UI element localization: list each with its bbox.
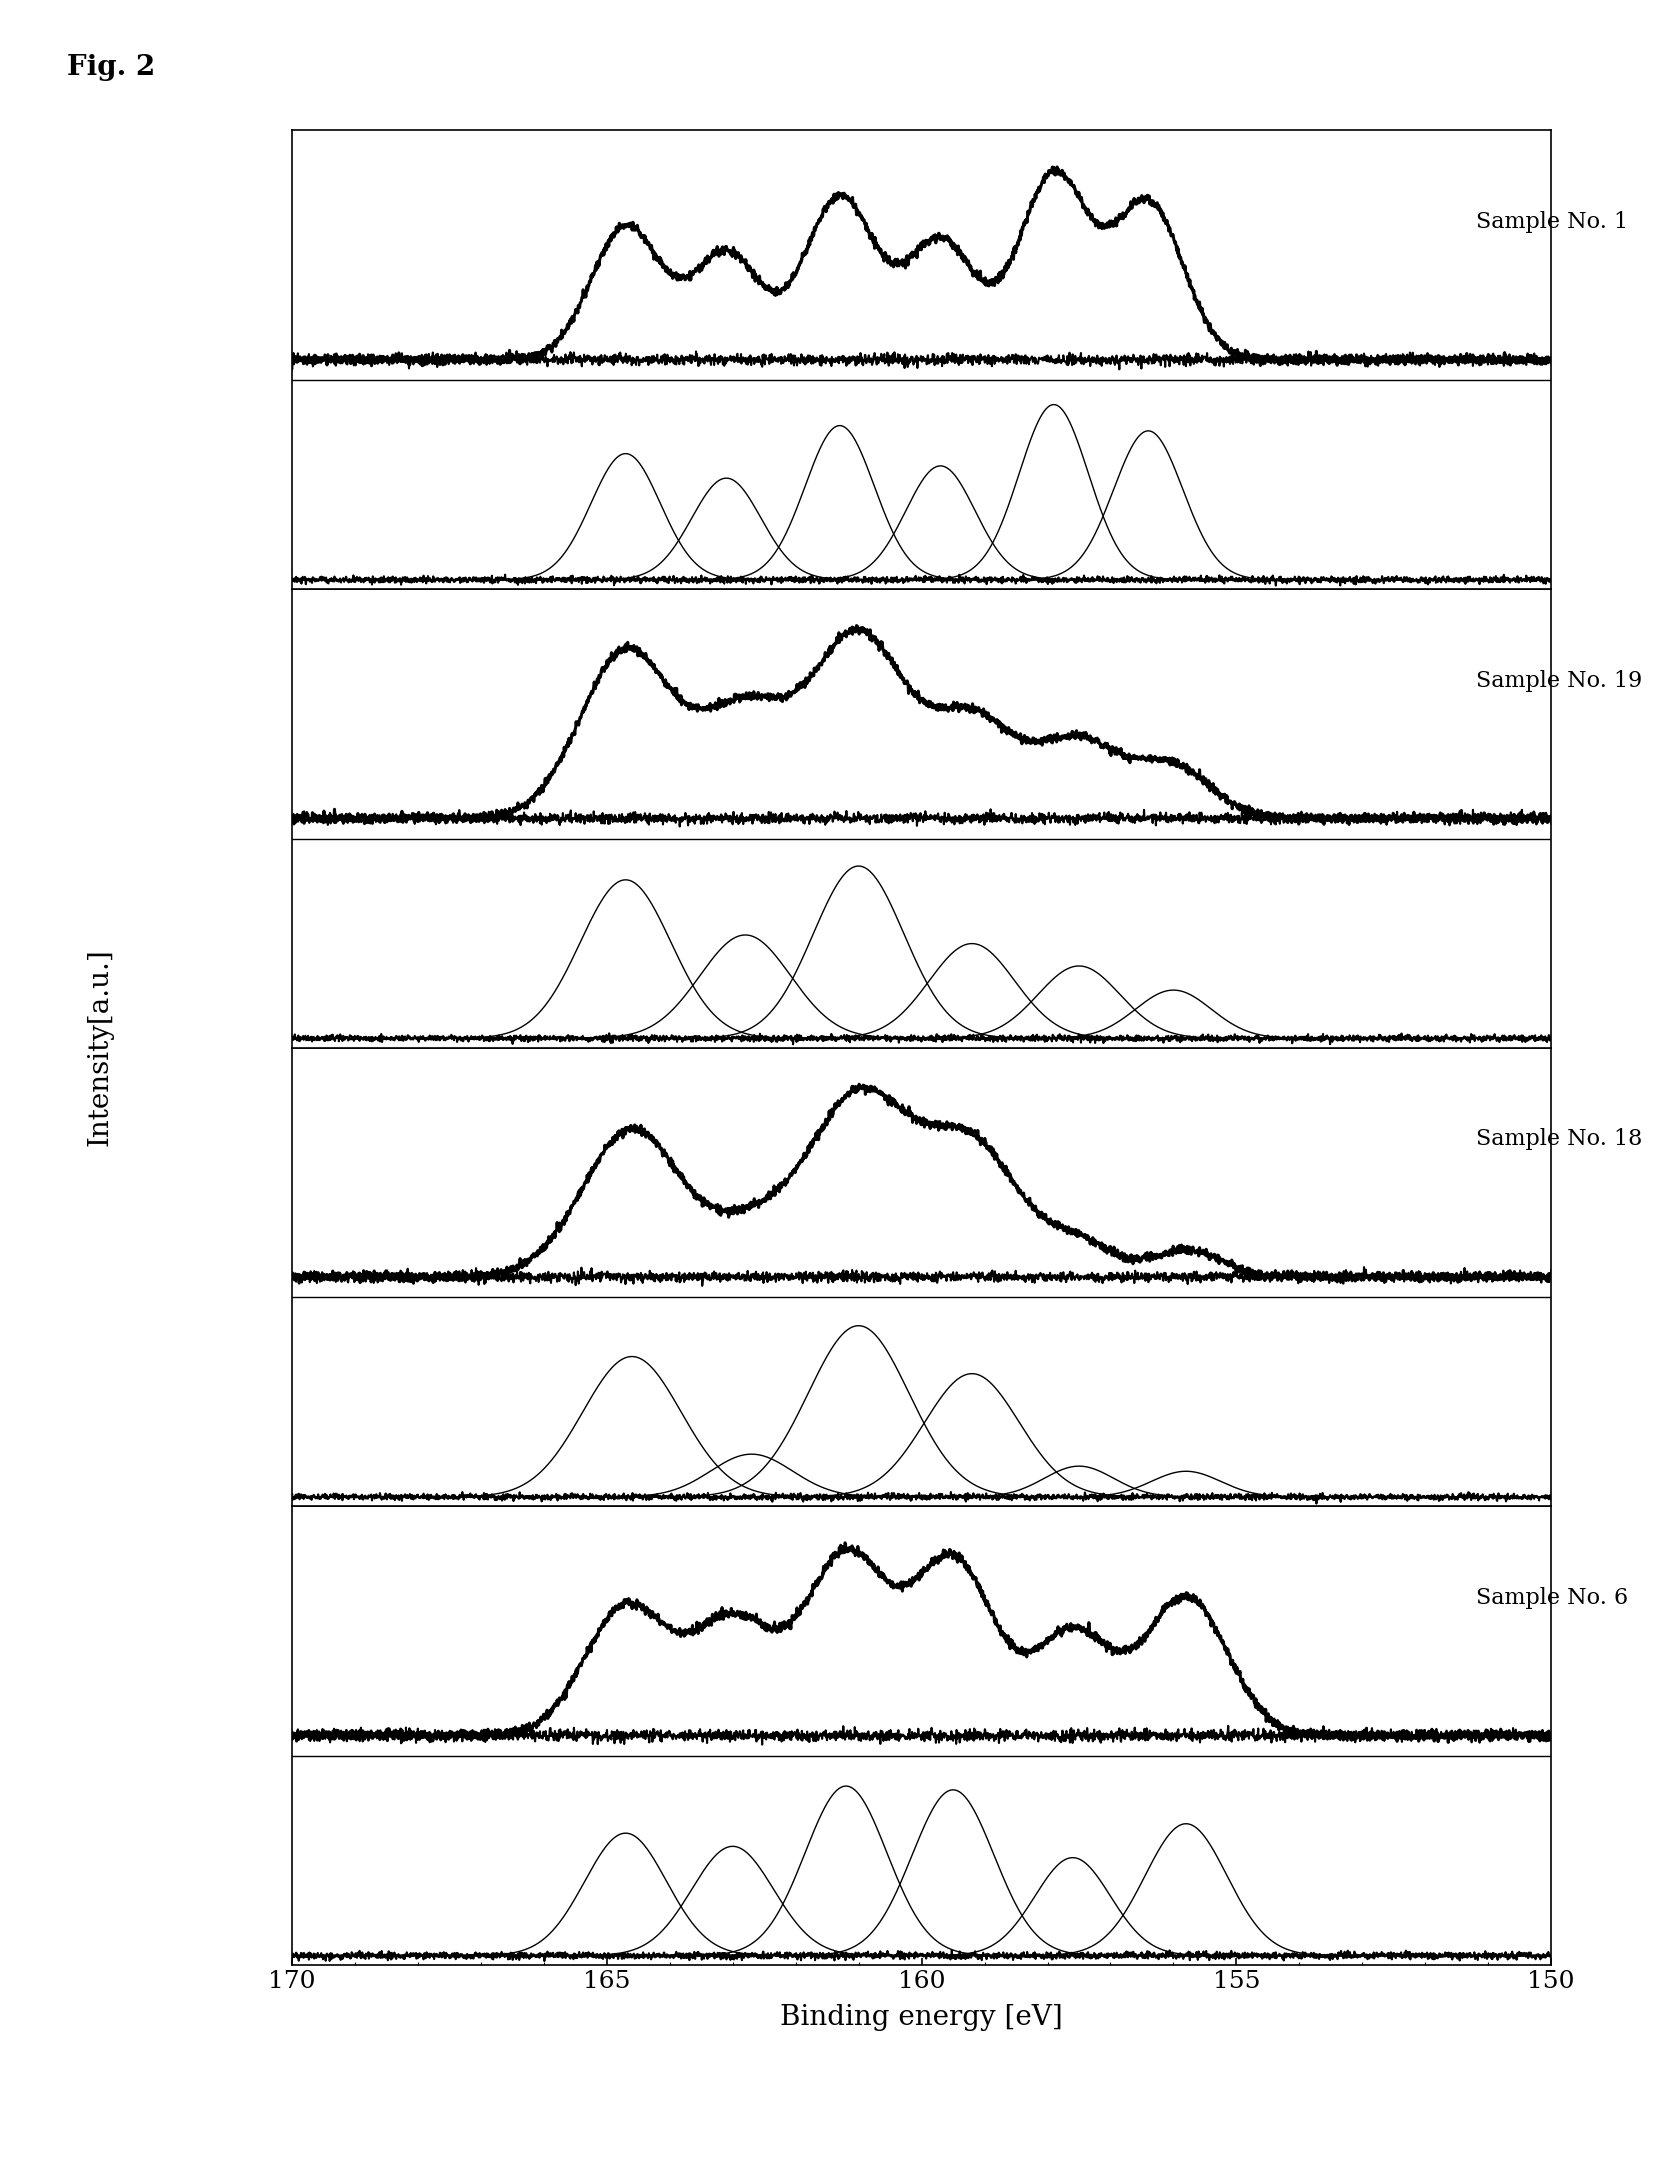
Text: Sample No. 19: Sample No. 19	[1476, 669, 1641, 693]
Text: Sample No. 18: Sample No. 18	[1476, 1129, 1641, 1151]
Text: Sample No. 6: Sample No. 6	[1476, 1587, 1628, 1609]
X-axis label: Binding energy [eV]: Binding energy [eV]	[781, 2004, 1063, 2030]
Text: Fig. 2: Fig. 2	[67, 54, 155, 80]
Text: Intensity[a.u.]: Intensity[a.u.]	[87, 949, 113, 1146]
Text: Sample No. 1: Sample No. 1	[1476, 211, 1628, 232]
